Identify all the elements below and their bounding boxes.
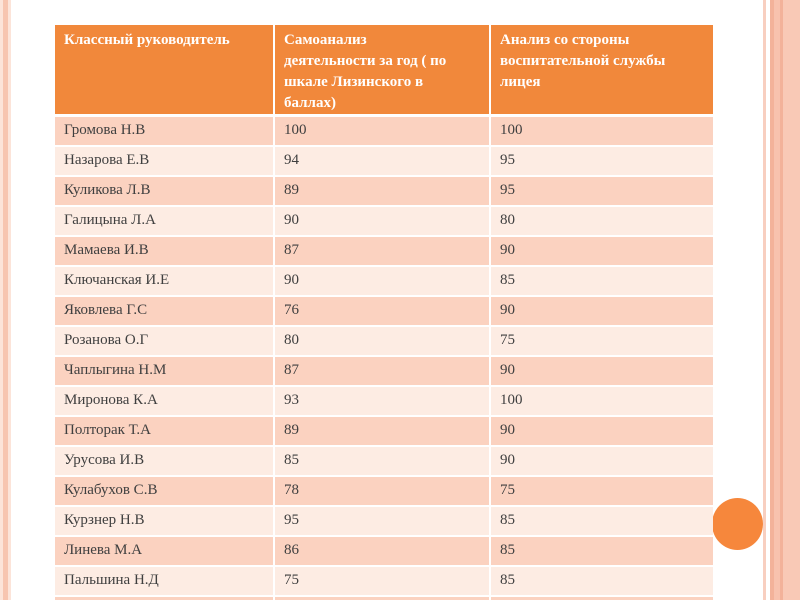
table-row: Урусова И.В 85 90 — [55, 444, 713, 476]
service-score-cell: 75 — [489, 474, 713, 506]
table-row: Курзнер Н.В 95 85 — [55, 504, 713, 536]
teacher-name-cell: Миронова К.А — [55, 384, 274, 416]
self-score-cell: 94 — [273, 144, 490, 176]
service-score-cell: 90 — [489, 414, 713, 446]
table-row: Миронова К.А 93 100 — [55, 384, 713, 416]
teacher-name-cell: Громова Н.В — [55, 114, 274, 146]
service-score-cell: 75 — [489, 324, 713, 356]
service-score-cell: 100 — [489, 384, 713, 416]
table-row: Пальшина Н.Д 75 85 — [55, 564, 713, 596]
table-header-row: Классный руководитель Самоанализ деятель… — [55, 25, 713, 117]
self-score-cell: 89 — [273, 174, 490, 206]
teacher-name-cell: Урусова И.В — [55, 444, 274, 476]
self-score-cell: 89 — [273, 414, 490, 446]
teacher-name-cell: Ключанская И.Е — [55, 264, 274, 296]
teacher-name-cell: Пальшина Н.Д — [55, 564, 274, 596]
self-score-cell: 75 — [273, 564, 490, 596]
table-row: Ключанская И.Е 90 85 — [55, 264, 713, 296]
teacher-name-cell: Галицына Л.А — [55, 204, 274, 236]
table-row: Кулабухов С.В 78 75 — [55, 474, 713, 506]
self-score-cell: 87 — [273, 234, 490, 266]
teacher-name-cell: Куликова Л.В — [55, 174, 274, 206]
service-score-cell: 90 — [489, 294, 713, 326]
teacher-name-cell: Яковлева Г.С — [55, 294, 274, 326]
teacher-name-cell: Кулабухов С.В — [55, 474, 274, 506]
column-header-self-analysis: Самоанализ деятельности за год ( по шкал… — [273, 25, 490, 117]
service-score-cell: 95 — [489, 174, 713, 206]
service-score-cell: 90 — [489, 444, 713, 476]
service-score-cell: 85 — [489, 504, 713, 536]
self-score-cell: 80 — [273, 324, 490, 356]
self-score-cell: 85 — [273, 444, 490, 476]
service-score-cell: 95 — [489, 144, 713, 176]
self-score-cell — [273, 594, 490, 600]
self-score-cell: 95 — [273, 504, 490, 536]
self-score-cell: 87 — [273, 354, 490, 386]
service-score-cell: 85 — [489, 534, 713, 566]
teacher-name-cell: Курзнер Н.В — [55, 504, 274, 536]
table-row: Розанова О.Г 80 75 — [55, 324, 713, 356]
column-header-service-analysis: Анализ со стороны воспитательной службы … — [489, 25, 713, 117]
table-row-clipped — [55, 594, 713, 600]
service-score-cell: 100 — [489, 114, 713, 146]
orange-circle-decoration — [712, 498, 763, 550]
table-row: Мамаева И.В 87 90 — [55, 234, 713, 266]
left-border-stripe — [0, 0, 12, 600]
table-row: Куликова Л.В 89 95 — [55, 174, 713, 206]
right-border-stripe — [763, 0, 800, 600]
self-score-cell: 90 — [273, 204, 490, 236]
service-score-cell — [489, 594, 713, 600]
scores-table: Классный руководитель Самоанализ деятель… — [55, 25, 713, 600]
self-score-cell: 76 — [273, 294, 490, 326]
table-row: Галицына Л.А 90 80 — [55, 204, 713, 236]
service-score-cell: 90 — [489, 354, 713, 386]
service-score-cell: 90 — [489, 234, 713, 266]
table-row: Полторак Т.А 89 90 — [55, 414, 713, 446]
column-header-teacher: Классный руководитель — [55, 25, 274, 117]
self-score-cell: 93 — [273, 384, 490, 416]
table-row: Линева М.А 86 85 — [55, 534, 713, 566]
service-score-cell: 85 — [489, 564, 713, 596]
service-score-cell: 85 — [489, 264, 713, 296]
table-row: Яковлева Г.С 76 90 — [55, 294, 713, 326]
self-score-cell: 86 — [273, 534, 490, 566]
self-score-cell: 100 — [273, 114, 490, 146]
table-row: Назарова Е.В 94 95 — [55, 144, 713, 176]
table-row: Чаплыгина Н.М 87 90 — [55, 354, 713, 386]
teacher-name-cell: Чаплыгина Н.М — [55, 354, 274, 386]
teacher-name-cell — [55, 594, 274, 600]
teacher-name-cell: Мамаева И.В — [55, 234, 274, 266]
self-score-cell: 90 — [273, 264, 490, 296]
teacher-name-cell: Линева М.А — [55, 534, 274, 566]
table-row: Громова Н.В 100 100 — [55, 114, 713, 146]
self-score-cell: 78 — [273, 474, 490, 506]
teacher-name-cell: Розанова О.Г — [55, 324, 274, 356]
service-score-cell: 80 — [489, 204, 713, 236]
teacher-name-cell: Назарова Е.В — [55, 144, 274, 176]
teacher-name-cell: Полторак Т.А — [55, 414, 274, 446]
